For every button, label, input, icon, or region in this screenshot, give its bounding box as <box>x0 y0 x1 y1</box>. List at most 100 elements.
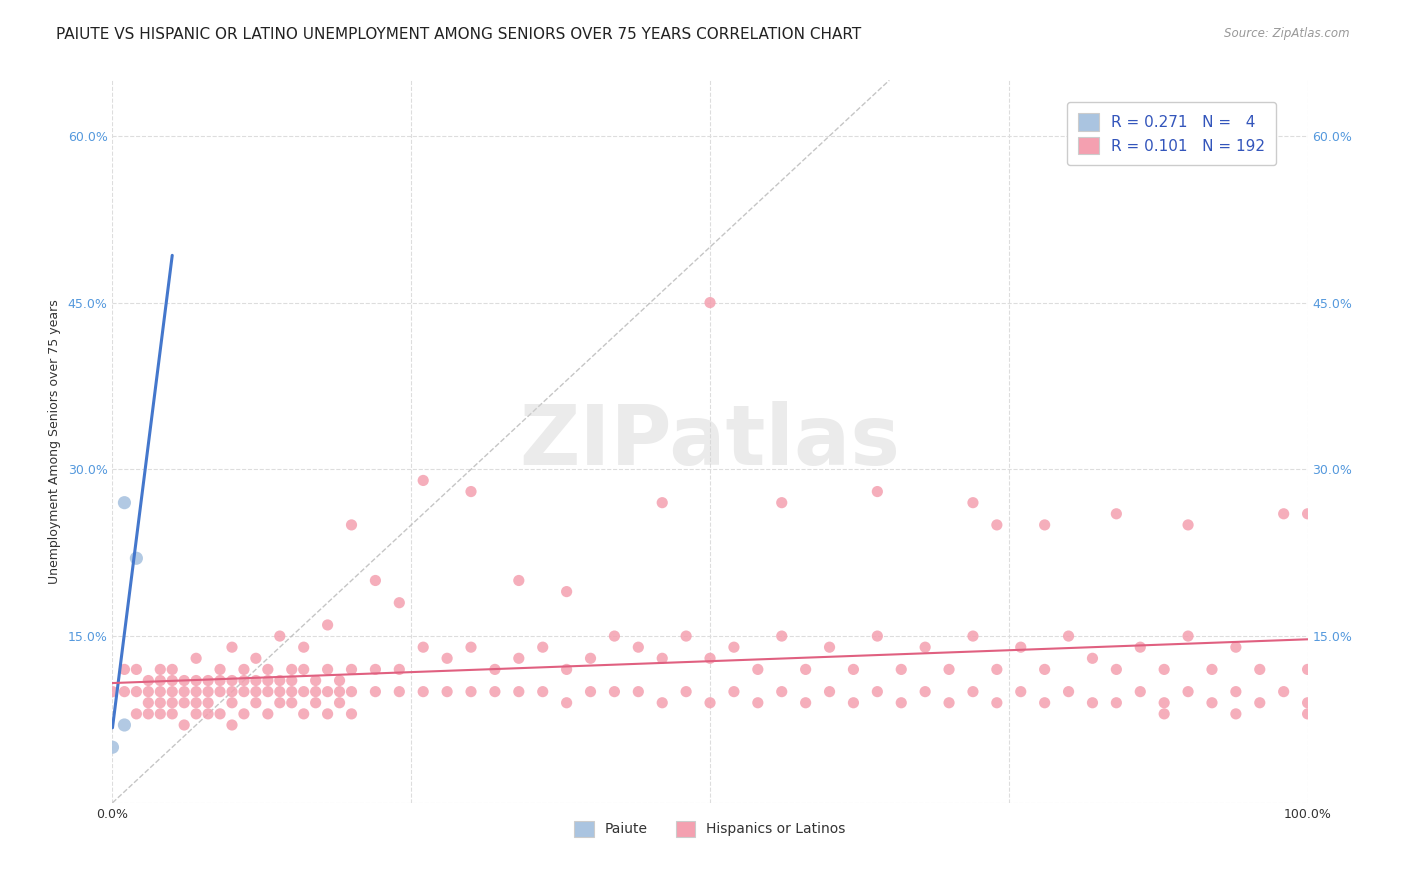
Point <box>173 696 195 710</box>
Point <box>364 662 387 676</box>
Point <box>114 684 135 698</box>
Point <box>149 696 172 710</box>
Point <box>818 684 841 698</box>
Point <box>986 517 1008 532</box>
Point <box>914 640 936 655</box>
Point <box>269 673 291 688</box>
Point <box>114 718 135 732</box>
Point <box>1033 662 1056 676</box>
Point <box>388 684 411 698</box>
Point <box>364 574 387 588</box>
Point <box>221 673 243 688</box>
Text: Source: ZipAtlas.com: Source: ZipAtlas.com <box>1225 27 1350 40</box>
Point <box>162 684 183 698</box>
Point <box>209 684 232 698</box>
Point <box>1272 507 1295 521</box>
Point <box>329 673 352 688</box>
Point <box>986 696 1008 710</box>
Point <box>162 696 183 710</box>
Point <box>114 662 135 676</box>
Point <box>1129 684 1152 698</box>
Point <box>627 640 650 655</box>
Point <box>1296 696 1319 710</box>
Point <box>1177 629 1199 643</box>
Point <box>579 651 602 665</box>
Point <box>340 662 363 676</box>
Point <box>962 496 984 510</box>
Point <box>364 684 387 698</box>
Point <box>508 684 530 698</box>
Point <box>436 684 458 698</box>
Point <box>1105 662 1128 676</box>
Point <box>125 684 148 698</box>
Point <box>340 706 363 721</box>
Point <box>125 706 148 721</box>
Point <box>1201 662 1223 676</box>
Point <box>316 706 339 721</box>
Point <box>209 706 232 721</box>
Point <box>794 662 817 676</box>
Point <box>914 684 936 698</box>
Point <box>699 696 721 710</box>
Point <box>1105 696 1128 710</box>
Point <box>890 662 912 676</box>
Point <box>269 684 291 698</box>
Point <box>460 684 482 698</box>
Point <box>675 684 697 698</box>
Point <box>555 662 578 676</box>
Point <box>305 696 328 710</box>
Point <box>197 684 219 698</box>
Point <box>340 517 363 532</box>
Point <box>281 662 304 676</box>
Point <box>292 684 315 698</box>
Point <box>1225 640 1247 655</box>
Point <box>675 629 697 643</box>
Point <box>173 718 195 732</box>
Point <box>329 684 352 698</box>
Point <box>292 640 315 655</box>
Point <box>603 629 626 643</box>
Point <box>316 618 339 632</box>
Point <box>233 706 256 721</box>
Point <box>484 684 506 698</box>
Point <box>962 629 984 643</box>
Point <box>531 640 554 655</box>
Point <box>125 662 148 676</box>
Point <box>412 640 434 655</box>
Point <box>866 629 889 643</box>
Point <box>162 706 183 721</box>
Point <box>292 706 315 721</box>
Point <box>245 673 267 688</box>
Point <box>1129 640 1152 655</box>
Point <box>245 696 267 710</box>
Point <box>257 662 280 676</box>
Point <box>1201 696 1223 710</box>
Point <box>162 662 183 676</box>
Point <box>603 684 626 698</box>
Point <box>412 684 434 698</box>
Point <box>1057 684 1080 698</box>
Point <box>173 673 195 688</box>
Text: PAIUTE VS HISPANIC OR LATINO UNEMPLOYMENT AMONG SENIORS OVER 75 YEARS CORRELATIO: PAIUTE VS HISPANIC OR LATINO UNEMPLOYMEN… <box>56 27 862 42</box>
Point <box>186 651 208 665</box>
Point <box>257 684 280 698</box>
Point <box>962 684 984 698</box>
Point <box>388 596 411 610</box>
Point <box>281 696 304 710</box>
Point <box>1081 651 1104 665</box>
Point <box>233 673 256 688</box>
Point <box>197 706 219 721</box>
Point <box>125 551 148 566</box>
Point <box>197 696 219 710</box>
Y-axis label: Unemployment Among Seniors over 75 years: Unemployment Among Seniors over 75 years <box>48 299 60 584</box>
Point <box>305 684 328 698</box>
Point <box>1033 696 1056 710</box>
Point <box>329 696 352 710</box>
Point <box>269 696 291 710</box>
Point <box>281 684 304 698</box>
Point <box>1081 696 1104 710</box>
Point <box>1010 640 1032 655</box>
Point <box>436 651 458 665</box>
Point <box>316 662 339 676</box>
Point <box>508 651 530 665</box>
